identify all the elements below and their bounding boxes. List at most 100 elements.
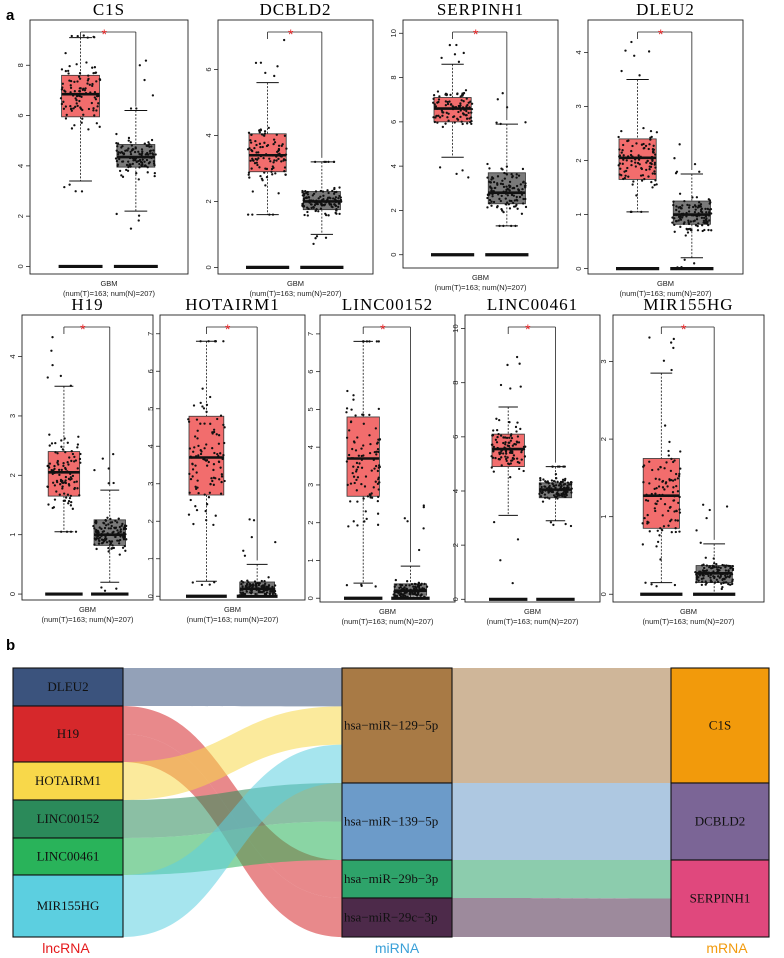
data-point <box>329 197 332 200</box>
data-point <box>555 477 558 480</box>
data-point <box>499 434 503 437</box>
data-point <box>715 566 718 569</box>
data-point <box>118 553 121 556</box>
data-point <box>222 454 225 457</box>
significance-star: * <box>225 321 231 337</box>
data-point <box>438 166 442 169</box>
data-point <box>496 182 499 185</box>
data-point <box>510 436 514 440</box>
data-point <box>422 527 425 530</box>
data-point <box>67 463 70 466</box>
data-point <box>678 508 681 511</box>
y-tick-label: 3 <box>8 414 17 418</box>
data-point <box>520 458 523 461</box>
data-point <box>649 165 653 169</box>
data-point <box>417 585 420 588</box>
tumor-points <box>617 40 659 214</box>
data-point <box>377 450 380 454</box>
data-point <box>695 218 699 221</box>
data-point <box>643 177 646 181</box>
data-point <box>731 564 735 568</box>
data-point <box>422 506 425 509</box>
data-point <box>111 531 114 534</box>
data-point <box>548 497 551 500</box>
data-point <box>538 492 541 496</box>
sankey-node: hsa−miR−139−5p <box>341 782 453 861</box>
normal-box <box>538 465 573 528</box>
data-point <box>338 212 341 216</box>
data-point <box>191 475 194 478</box>
data-point <box>438 95 441 98</box>
panel-title: LINC00152 <box>342 295 433 314</box>
data-point <box>640 166 643 170</box>
plot-frame <box>217 19 374 275</box>
data-point <box>498 224 501 228</box>
data-point <box>494 456 497 460</box>
data-point <box>697 579 700 582</box>
data-point <box>152 149 155 152</box>
data-point <box>519 183 522 186</box>
data-point <box>65 113 68 117</box>
data-point <box>515 457 519 460</box>
significance-bracket: * <box>80 26 137 107</box>
data-point <box>635 194 638 197</box>
normal-box <box>694 503 735 596</box>
data-point <box>355 478 358 481</box>
data-point <box>679 225 682 228</box>
data-point <box>140 152 144 155</box>
data-point <box>194 485 197 488</box>
data-point <box>50 442 54 445</box>
data-point <box>627 175 630 178</box>
data-point <box>115 132 118 136</box>
data-point <box>376 523 380 526</box>
data-point <box>404 597 407 600</box>
data-point <box>98 125 101 128</box>
data-point <box>112 452 115 456</box>
data-point <box>239 591 242 594</box>
data-point <box>654 477 657 480</box>
data-point <box>115 212 118 216</box>
data-point <box>685 227 688 231</box>
data-point <box>265 167 269 171</box>
data-point <box>209 422 212 425</box>
data-point <box>702 503 705 506</box>
data-point <box>364 510 367 513</box>
data-point <box>107 527 110 530</box>
data-point <box>368 413 371 417</box>
sankey-node: SERPINH1 <box>670 859 770 938</box>
data-point <box>277 149 280 153</box>
data-point <box>455 43 458 47</box>
data-point <box>199 422 202 425</box>
data-point <box>246 579 249 582</box>
data-point <box>441 111 444 114</box>
data-point <box>51 336 54 339</box>
data-point <box>306 214 309 217</box>
y-tick-label: 2 <box>599 437 608 441</box>
data-point <box>672 200 675 203</box>
data-point <box>649 136 652 139</box>
y-tick-label: 6 <box>306 370 315 374</box>
data-point <box>662 359 666 362</box>
data-point <box>60 468 63 472</box>
data-point <box>275 159 278 162</box>
data-point <box>718 569 721 572</box>
data-point <box>218 478 221 481</box>
data-point <box>658 534 661 537</box>
data-point <box>492 520 496 524</box>
data-point <box>692 220 695 223</box>
significance-bracket: * <box>660 321 715 540</box>
data-point <box>63 437 66 440</box>
data-point <box>129 165 132 168</box>
data-point <box>333 186 336 190</box>
data-point <box>84 87 87 90</box>
x-axis-label: GBM <box>680 607 697 616</box>
data-point <box>356 500 359 503</box>
y-tick-label: 2 <box>204 199 213 203</box>
data-point <box>455 172 458 175</box>
data-point <box>313 160 317 163</box>
data-point <box>393 585 396 588</box>
data-point <box>658 478 661 481</box>
data-point <box>195 418 199 421</box>
data-point <box>488 167 491 170</box>
data-point <box>699 541 702 544</box>
